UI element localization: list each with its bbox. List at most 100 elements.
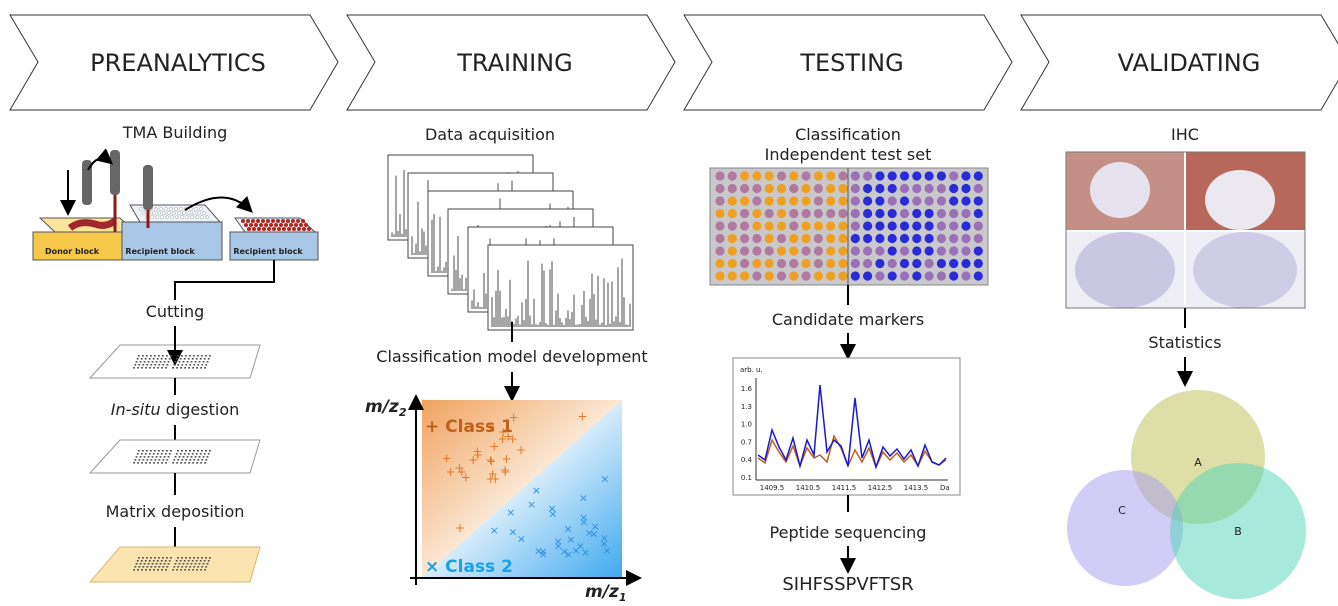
slide-dot bbox=[149, 358, 151, 360]
slide-dot bbox=[195, 361, 197, 363]
tma-core bbox=[875, 221, 884, 230]
slide-dot bbox=[153, 462, 155, 464]
slide-dot bbox=[207, 361, 209, 363]
core-dot bbox=[246, 219, 250, 223]
venn-label: C bbox=[1118, 504, 1126, 517]
slide-dot bbox=[140, 361, 142, 363]
tma-core bbox=[949, 259, 958, 268]
slide-dot bbox=[179, 456, 181, 458]
slide-dot bbox=[191, 361, 193, 363]
spectrum-y-label: arb. u. bbox=[740, 366, 763, 374]
tma-core bbox=[863, 259, 872, 268]
core-dot bbox=[286, 219, 290, 223]
block-label: Recipient block bbox=[125, 247, 195, 256]
slide-dot bbox=[181, 459, 183, 461]
tma-core bbox=[802, 184, 811, 193]
step-digestion: In-situ digestion bbox=[111, 400, 240, 419]
slide-dot bbox=[175, 456, 177, 458]
x-axis-sub: 1 bbox=[619, 591, 627, 602]
slide-dot bbox=[205, 364, 207, 366]
spectrum-x-tick: 1410.5 bbox=[796, 484, 821, 492]
slide-dot bbox=[137, 462, 139, 464]
slide-dot bbox=[142, 566, 144, 568]
slide-dot bbox=[197, 364, 199, 366]
slide-dot bbox=[207, 563, 209, 565]
core-dot bbox=[197, 211, 200, 214]
tma-core bbox=[740, 246, 749, 255]
core-dot bbox=[182, 211, 185, 214]
class-1-marker: + bbox=[461, 470, 471, 484]
slide-dot bbox=[157, 569, 159, 571]
slide-dot bbox=[193, 557, 195, 559]
slide-dot bbox=[169, 560, 171, 562]
tma-core bbox=[925, 259, 934, 268]
tma-core bbox=[900, 234, 909, 243]
tma-image bbox=[710, 168, 988, 285]
tma-core bbox=[937, 246, 946, 255]
slide-dot bbox=[162, 364, 164, 366]
slide-dot bbox=[196, 560, 198, 562]
slide-dot bbox=[177, 450, 179, 452]
slide-dot bbox=[180, 569, 182, 571]
slide-dot bbox=[161, 569, 163, 571]
core-dot bbox=[299, 223, 303, 227]
slide-dot bbox=[141, 367, 143, 369]
slide-dot bbox=[193, 364, 195, 366]
tma-core bbox=[961, 246, 970, 255]
tma-core bbox=[863, 271, 872, 280]
slide-dot bbox=[188, 358, 190, 360]
tma-core bbox=[715, 234, 724, 243]
slide-dot bbox=[146, 459, 148, 461]
slide-dot bbox=[165, 358, 167, 360]
slide-dot bbox=[180, 453, 182, 455]
class-2-marker: × bbox=[532, 484, 541, 497]
class-1-marker: + bbox=[577, 410, 587, 424]
slide-dot bbox=[152, 456, 154, 458]
tma-core bbox=[765, 259, 774, 268]
tma-core bbox=[789, 171, 798, 180]
slide-dot bbox=[185, 566, 187, 568]
slide-dot bbox=[162, 355, 164, 357]
slide-dot bbox=[158, 459, 160, 461]
spectrum-y-tick: 1.3 bbox=[741, 403, 752, 411]
core-dot bbox=[174, 207, 177, 210]
step-digestion-text: digestion bbox=[161, 400, 240, 419]
tma-core bbox=[752, 271, 761, 280]
core-dot bbox=[179, 207, 182, 210]
slide-dot bbox=[142, 450, 144, 452]
tma-core bbox=[789, 221, 798, 230]
slide-dot bbox=[189, 450, 191, 452]
tma-core bbox=[765, 196, 774, 205]
slide-dot bbox=[205, 355, 207, 357]
slide-dot bbox=[166, 459, 168, 461]
peptide-sequence: SIHFSSPVFTSR bbox=[782, 574, 913, 595]
class-2-marker: × bbox=[538, 545, 547, 558]
slide-dot bbox=[187, 563, 189, 565]
tma-core bbox=[961, 271, 970, 280]
tma-core bbox=[740, 259, 749, 268]
slide-dot bbox=[138, 355, 140, 357]
slide-dot bbox=[192, 569, 194, 571]
tma-core bbox=[875, 234, 884, 243]
slide-dot bbox=[188, 560, 190, 562]
venn-circle-c bbox=[1067, 470, 1183, 586]
slide-dot bbox=[204, 367, 206, 369]
core-dot bbox=[281, 219, 285, 223]
tma-core bbox=[888, 221, 897, 230]
tma-core bbox=[826, 184, 835, 193]
slide-dot bbox=[177, 355, 179, 357]
tma-core bbox=[851, 171, 860, 180]
slide-dot bbox=[181, 364, 183, 366]
slide-dot bbox=[196, 453, 198, 455]
stage-headers: PREANALYTICSTRAININGTESTINGVALIDATING bbox=[10, 15, 1338, 110]
slide-dot bbox=[181, 557, 183, 559]
slide-dot bbox=[179, 361, 181, 363]
tma-core bbox=[765, 271, 774, 280]
slide-dot bbox=[149, 367, 151, 369]
tma-core bbox=[949, 209, 958, 218]
step-matrix: Matrix deposition bbox=[106, 502, 245, 521]
tma-core bbox=[802, 209, 811, 218]
core-dot bbox=[297, 227, 301, 231]
tma-core bbox=[789, 246, 798, 255]
slide-dot bbox=[204, 560, 206, 562]
